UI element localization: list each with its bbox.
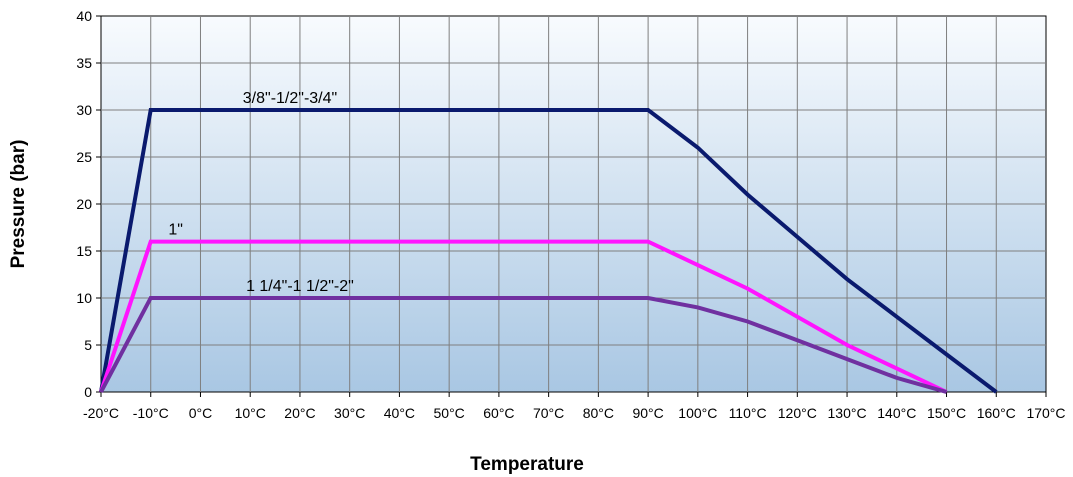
x-tick-label: 50°C — [434, 405, 465, 421]
y-tick-label: 5 — [84, 337, 92, 353]
x-tick-label: 110°C — [729, 405, 767, 421]
y-tick-label: 10 — [76, 290, 92, 306]
x-tick-label: 40°C — [384, 405, 415, 421]
series-label: 3/8"-1/2"-3/4" — [243, 90, 337, 107]
x-tick-label: 120°C — [778, 405, 817, 421]
series-line — [99, 296, 948, 394]
series-line — [99, 108, 998, 394]
y-tick-label: 40 — [76, 8, 92, 24]
y-tick-labels: 0 5 10 15 20 25 30 35 40 — [76, 8, 101, 400]
x-tick-label: 130°C — [828, 405, 867, 421]
y-tick-label: 15 — [76, 243, 92, 259]
series-line — [99, 239, 948, 394]
series-label: 1 1/4"-1 1/2"-2" — [246, 278, 354, 295]
x-tick-label: 160°C — [977, 405, 1016, 421]
x-tick-labels: -20°C -10°C 0°C 10°C 20°C 30°C 40°C 50°C 60°C 70°… — [83, 392, 1066, 421]
x-tick-label: 170°C — [1026, 405, 1065, 421]
x-tick-label: 60°C — [483, 405, 514, 421]
y-tick-label: 20 — [76, 196, 92, 212]
x-tick-label: 100°C — [678, 405, 717, 421]
x-tick-label: -20°C — [83, 405, 119, 421]
x-tick-label: 140°C — [877, 405, 916, 421]
x-tick-label: -10°C — [133, 405, 169, 421]
series-label: 1" — [168, 222, 183, 239]
y-tick-label: 35 — [76, 55, 92, 71]
x-tick-label: 70°C — [533, 405, 564, 421]
y-tick-label: 25 — [76, 149, 92, 165]
series-lines — [99, 108, 998, 394]
x-tick-label: 0°C — [189, 405, 213, 421]
series-labels: 3/8"-1/2"-3/4" 1" 1 1/4"-1 1/2"-2" — [168, 90, 354, 295]
x-tick-label: 10°C — [235, 405, 266, 421]
x-tick-label: 30°C — [334, 405, 365, 421]
y-tick-label: 30 — [76, 102, 92, 118]
x-tick-label: 80°C — [583, 405, 614, 421]
y-tick-label: 0 — [84, 384, 92, 400]
x-tick-label: 20°C — [284, 405, 315, 421]
x-tick-label: 150°C — [927, 405, 966, 421]
y-axis-title: Pressure (bar) — [8, 140, 29, 269]
x-tick-label: 90°C — [632, 405, 663, 421]
gridlines — [101, 16, 1046, 392]
x-axis-title: Temperature — [470, 454, 584, 475]
